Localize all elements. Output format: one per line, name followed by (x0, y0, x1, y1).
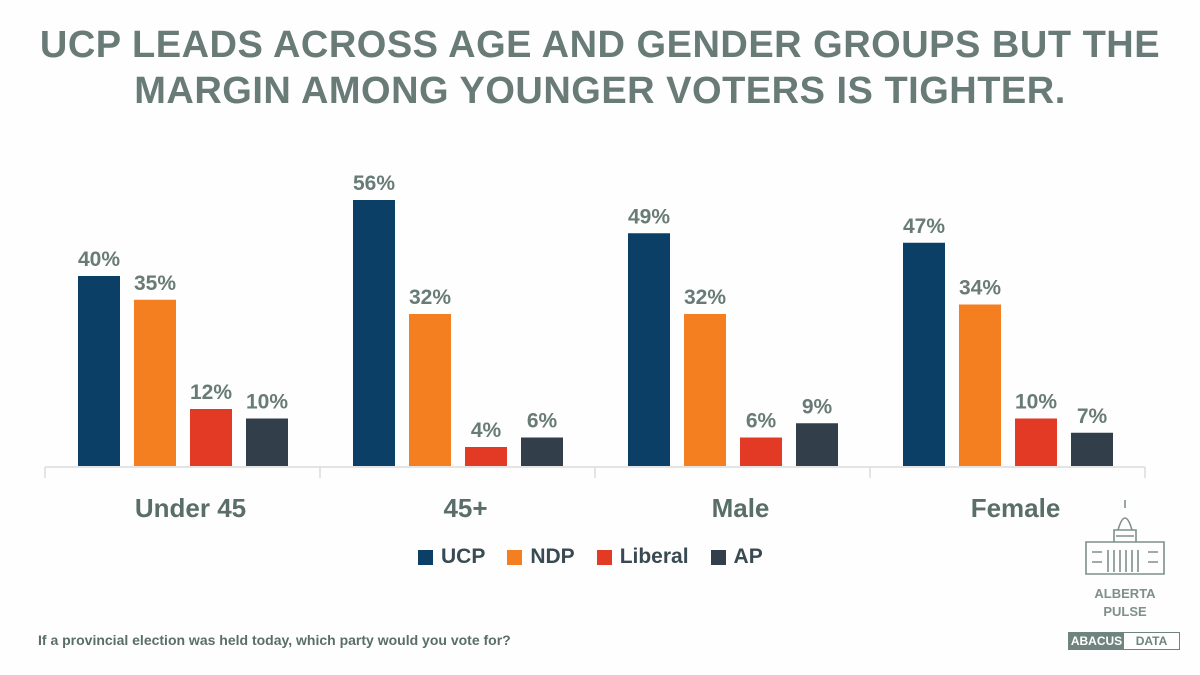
legend-item: UCP (418, 545, 485, 569)
title-line-1: UCP LEADS ACROSS AGE AND GENDER GROUPS B… (39, 24, 1161, 66)
legend-label: AP (733, 545, 763, 568)
logo-pulse: PULSE (1103, 604, 1147, 619)
bar-ucp (903, 242, 945, 466)
title-line-2: MARGIN AMONG YOUNGER VOTERS IS TIGHTER. (134, 70, 1066, 112)
abacus-logo-left: ABACUS (1069, 633, 1124, 649)
legend-label: Liberal (619, 545, 689, 568)
logo-alberta: ALBERTA (1094, 586, 1156, 601)
bar-liberal (740, 437, 782, 466)
bar-ndp (134, 299, 176, 466)
bar-ap (521, 437, 563, 466)
bar-ndp (684, 314, 726, 466)
bar-ap (796, 423, 838, 466)
data-label: 6% (527, 410, 558, 433)
data-label: 6% (746, 410, 777, 433)
chart-title: UCP LEADS ACROSS AGE AND GENDER GROUPS B… (0, 22, 1200, 114)
data-label: 7% (1077, 405, 1108, 428)
data-label: 10% (246, 391, 288, 414)
bar-ap (246, 418, 288, 466)
legend-item: Liberal (596, 545, 689, 569)
legend: UCP NDP Liberal AP (418, 545, 763, 569)
legend-swatch (418, 549, 433, 565)
legend-swatch (596, 549, 612, 565)
bar-liberal (1015, 418, 1057, 466)
bar-liberal (190, 409, 232, 466)
data-label: 56% (353, 172, 395, 195)
survey-question: If a provincial election was held today,… (38, 632, 511, 648)
legend-swatch (507, 549, 523, 565)
data-label: 32% (409, 286, 451, 309)
data-label: 10% (1015, 391, 1057, 414)
data-label: 47% (903, 215, 945, 238)
legend-swatch (710, 549, 726, 565)
category-label: Female (971, 493, 1061, 523)
data-label: 4% (471, 419, 502, 442)
legend-label: NDP (530, 545, 575, 568)
abacus-logo-right: DATA (1135, 634, 1168, 648)
data-label: 9% (802, 395, 833, 418)
bar-ndp (959, 304, 1001, 466)
data-label: 35% (134, 272, 176, 295)
legend-item: AP (710, 545, 763, 569)
abacus-data-logo: ABACUS DATA (1068, 632, 1180, 650)
data-label: 12% (190, 381, 232, 404)
bar-ap (1071, 432, 1113, 466)
legend-item: NDP (507, 545, 575, 569)
category-label: 45+ (443, 493, 487, 523)
bar-ucp (78, 276, 120, 466)
bar-liberal (465, 447, 507, 466)
bar-ucp (353, 200, 395, 466)
data-label: 32% (684, 286, 726, 309)
bar-ndp (409, 314, 451, 466)
legend-label: UCP (441, 545, 486, 568)
category-label: Under 45 (135, 493, 246, 523)
data-label: 34% (959, 277, 1001, 300)
data-label: 40% (78, 248, 120, 271)
data-label: 49% (628, 205, 670, 228)
bar-ucp (628, 233, 670, 466)
category-label: Male (712, 493, 770, 523)
